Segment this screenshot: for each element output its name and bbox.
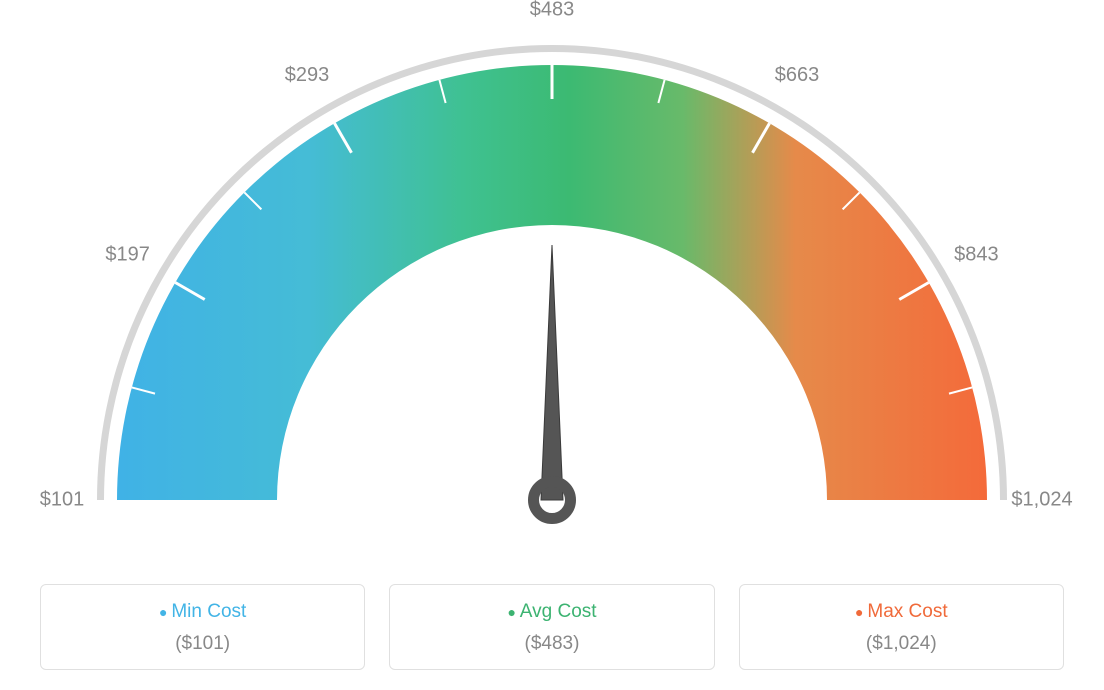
legend-value: ($101) <box>41 633 364 655</box>
legend-label: Max Cost <box>740 601 1063 623</box>
gauge-chart: $101 $197 $293 $483 $663 $843 $1,024 <box>0 0 1104 570</box>
gauge-tick-label: $843 <box>954 243 999 265</box>
gauge-tick-label: $197 <box>105 243 150 265</box>
legend-card-min-cost: Min Cost ($101) <box>40 584 365 670</box>
legend-label: Min Cost <box>41 601 364 623</box>
gauge-area: $101 $197 $293 $483 $663 $843 $1,024 <box>0 0 1104 570</box>
cost-gauge-container: $101 $197 $293 $483 $663 $843 $1,024 Min Cost (… <box>0 0 1104 690</box>
gauge-tick-label: $483 <box>530 0 575 20</box>
legend-value: ($483) <box>390 633 713 655</box>
legend-row: Min Cost ($101) Avg Cost ($483) Max Cost ($1,… <box>40 584 1064 670</box>
legend-value: ($1,024) <box>740 633 1063 655</box>
legend-label: Avg Cost <box>390 601 713 623</box>
gauge-tick-label: $293 <box>285 64 330 86</box>
legend-card-avg-cost: Avg Cost ($483) <box>389 584 714 670</box>
gauge-tick-label: $663 <box>775 64 820 86</box>
gauge-tick-label: $101 <box>40 488 85 510</box>
gauge-needle <box>541 245 563 500</box>
legend-card-max-cost: Max Cost ($1,024) <box>739 584 1064 670</box>
gauge-tick-label: $1,024 <box>1011 488 1072 510</box>
